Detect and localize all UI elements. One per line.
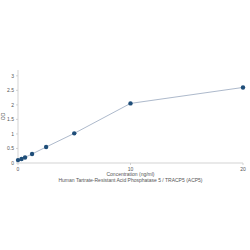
y-tick: [16, 133, 18, 134]
y-tick: [16, 119, 18, 120]
x-tick-label: 20: [240, 166, 246, 172]
data-point: [23, 155, 27, 159]
y-tick-label: 1.5: [7, 116, 14, 122]
y-tick: [16, 148, 18, 149]
data-point: [128, 101, 132, 105]
y-tick-label: 1: [11, 131, 14, 137]
y-tick-label: 0.5: [7, 145, 14, 151]
data-point: [30, 152, 34, 156]
y-tick: [16, 104, 18, 105]
plot-area: [16, 85, 245, 162]
y-axis-label: OD: [0, 112, 6, 120]
chart-title: Human Tartrate-Resistant Acid Phosphatas…: [58, 177, 202, 183]
chart: 00.511.522.5301020Concentration (ng/ml)H…: [0, 0, 250, 250]
series-line: [18, 87, 243, 160]
data-point: [44, 145, 48, 149]
y-tick: [16, 90, 18, 91]
y-tick-label: 2: [11, 102, 14, 108]
data-point: [72, 131, 76, 135]
y-tick: [16, 75, 18, 76]
x-tick-label: 0: [17, 166, 20, 172]
y-axis: [18, 70, 19, 163]
y-tick-label: 2.5: [7, 87, 14, 93]
y-tick-label: 0: [11, 160, 14, 166]
y-tick-label: 3: [11, 73, 14, 79]
data-point: [241, 85, 245, 89]
